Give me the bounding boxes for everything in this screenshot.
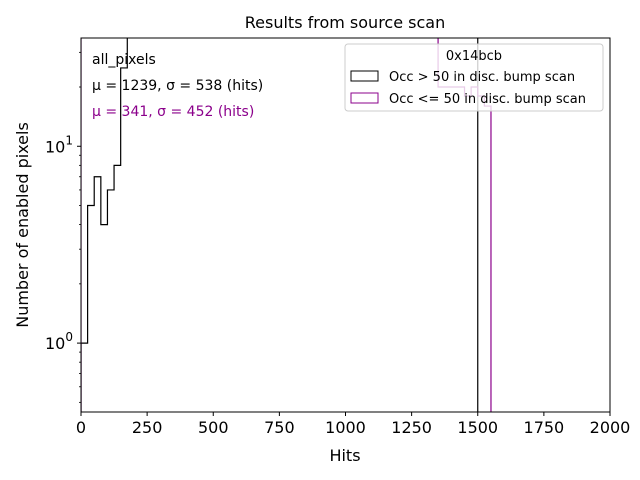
- x-tick-label: 1000: [325, 418, 366, 437]
- legend-swatch-occ-gt-50: [350, 70, 379, 82]
- legend-label-occ-le-50: Occ <= 50 in disc. bump scan: [389, 92, 586, 107]
- legend-swatch-occ-le-50: [350, 92, 379, 104]
- x-tick-label: 1750: [524, 418, 565, 437]
- legend: 0x14bcb Occ > 50 in disc. bump scan Occ …: [344, 43, 604, 112]
- x-axis-label: Hits: [329, 446, 360, 465]
- x-tick-label: 1500: [457, 418, 498, 437]
- legend-label-occ-gt-50: Occ > 50 in disc. bump scan: [389, 70, 575, 85]
- y-tick-label: 101: [45, 133, 73, 156]
- legend-title: 0x14bcb: [446, 49, 502, 64]
- x-tick-label: 250: [132, 418, 163, 437]
- x-tick-label: 0: [76, 418, 86, 437]
- x-tick-label: 2000: [590, 418, 631, 437]
- chart-title: Results from source scan: [245, 13, 445, 32]
- x-tick-label: 500: [198, 418, 229, 437]
- x-tick-label: 1250: [391, 418, 432, 437]
- x-tick-label: 750: [264, 418, 295, 437]
- y-axis-label: Number of enabled pixels: [13, 122, 32, 328]
- annotation-stats-occ-gt-50: μ = 1239, σ = 538 (hits): [92, 78, 263, 94]
- legend-box: [344, 43, 604, 112]
- annotation-dataset: all_pixels: [92, 52, 156, 68]
- y-tick-label: 100: [45, 330, 73, 353]
- annotation-stats-occ-le-50: μ = 341, σ = 452 (hits): [92, 104, 254, 120]
